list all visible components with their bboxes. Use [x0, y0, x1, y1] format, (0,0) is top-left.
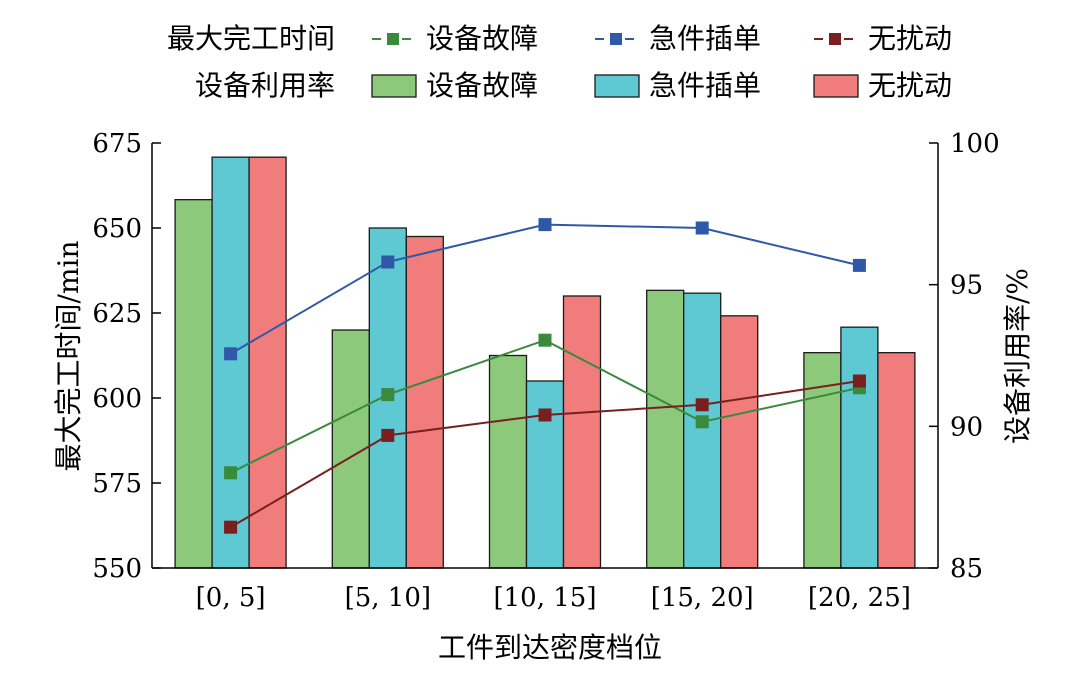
bar-1-3: [488, 354, 528, 569]
x-tick-label-2: [5, 10]: [345, 583, 431, 613]
point-3-5: [852, 374, 866, 388]
legend-bar-swatch-1: [371, 74, 417, 98]
y-tick-label-left-2: 575: [92, 469, 142, 499]
point-1-2: [381, 388, 395, 402]
legend-line-label-3: 无扰动: [868, 22, 952, 55]
legend-row1-title: 最大完工时间: [167, 22, 335, 55]
legend-bar-label-2: 急件插单: [649, 69, 761, 102]
legend-row2-title: 设备利用率: [195, 69, 335, 102]
y-tick-label-right-1: 85: [950, 554, 983, 584]
point-2-2: [381, 255, 395, 269]
legend-line-label-2: 急件插单: [649, 22, 761, 55]
bar-1-1: [174, 199, 213, 569]
bar-3-4: [720, 315, 759, 569]
y-tick-label-left-1: 550: [92, 554, 142, 584]
point-3-2: [381, 428, 395, 442]
y-axis-title-left: 最大完工时间/min: [52, 241, 85, 472]
legend-bar-label-3: 无扰动: [868, 69, 952, 102]
y-tick-label-right-2: 90: [950, 412, 983, 442]
legend-line-marker-3: [829, 33, 841, 45]
point-2-5: [852, 258, 866, 272]
bar-3-5: [877, 352, 916, 569]
y-tick-label-left-3: 600: [92, 384, 142, 414]
point-1-1: [224, 466, 238, 480]
y-axis-title-right: 设备利用率/%: [1001, 268, 1034, 444]
x-tick-label-5: [20, 25]: [808, 583, 911, 613]
x-tick-label-3: [10, 15]: [494, 583, 597, 613]
y-tick-label-right-4: 100: [950, 129, 1000, 159]
legend-line-marker-2: [610, 33, 622, 45]
x-tick-label-4: [15, 20]: [651, 583, 754, 613]
bar-1-4: [646, 289, 685, 569]
y-tick-label-left-4: 625: [92, 299, 142, 329]
bar-2-4: [683, 292, 722, 569]
point-3-1: [224, 520, 238, 534]
point-1-3: [538, 333, 552, 347]
point-2-3: [538, 218, 552, 232]
legend-line-marker-1: [387, 33, 399, 45]
y-tick-label-left-5: 650: [92, 214, 142, 244]
legend-bar-label-1: 设备故障: [426, 69, 538, 102]
legend-line-label-1: 设备故障: [426, 22, 538, 55]
legend-bar-swatch-3: [813, 74, 859, 98]
y-tick-label-left-6: 675: [92, 129, 142, 159]
point-3-3: [538, 408, 552, 422]
point-1-4: [695, 415, 709, 429]
point-3-4: [695, 398, 709, 412]
point-2-1: [224, 347, 238, 361]
bar-1-5: [803, 352, 842, 569]
plot-area: 550 575 600 625 650 675 85 90 95 100 [0, 5] [5, 10]…: [92, 129, 999, 613]
x-axis-title: 工件到达密度档位: [438, 631, 662, 664]
bar-2-5: [840, 326, 879, 569]
bar-3-2: [405, 235, 444, 569]
x-tick-label-1: [0, 5]: [196, 583, 266, 613]
point-2-4: [695, 221, 709, 235]
legend-bar-swatch-2: [594, 74, 640, 98]
bar-2-1: [211, 156, 250, 569]
bar-3-3: [562, 295, 602, 569]
y-tick-label-right-3: 95: [950, 271, 983, 301]
